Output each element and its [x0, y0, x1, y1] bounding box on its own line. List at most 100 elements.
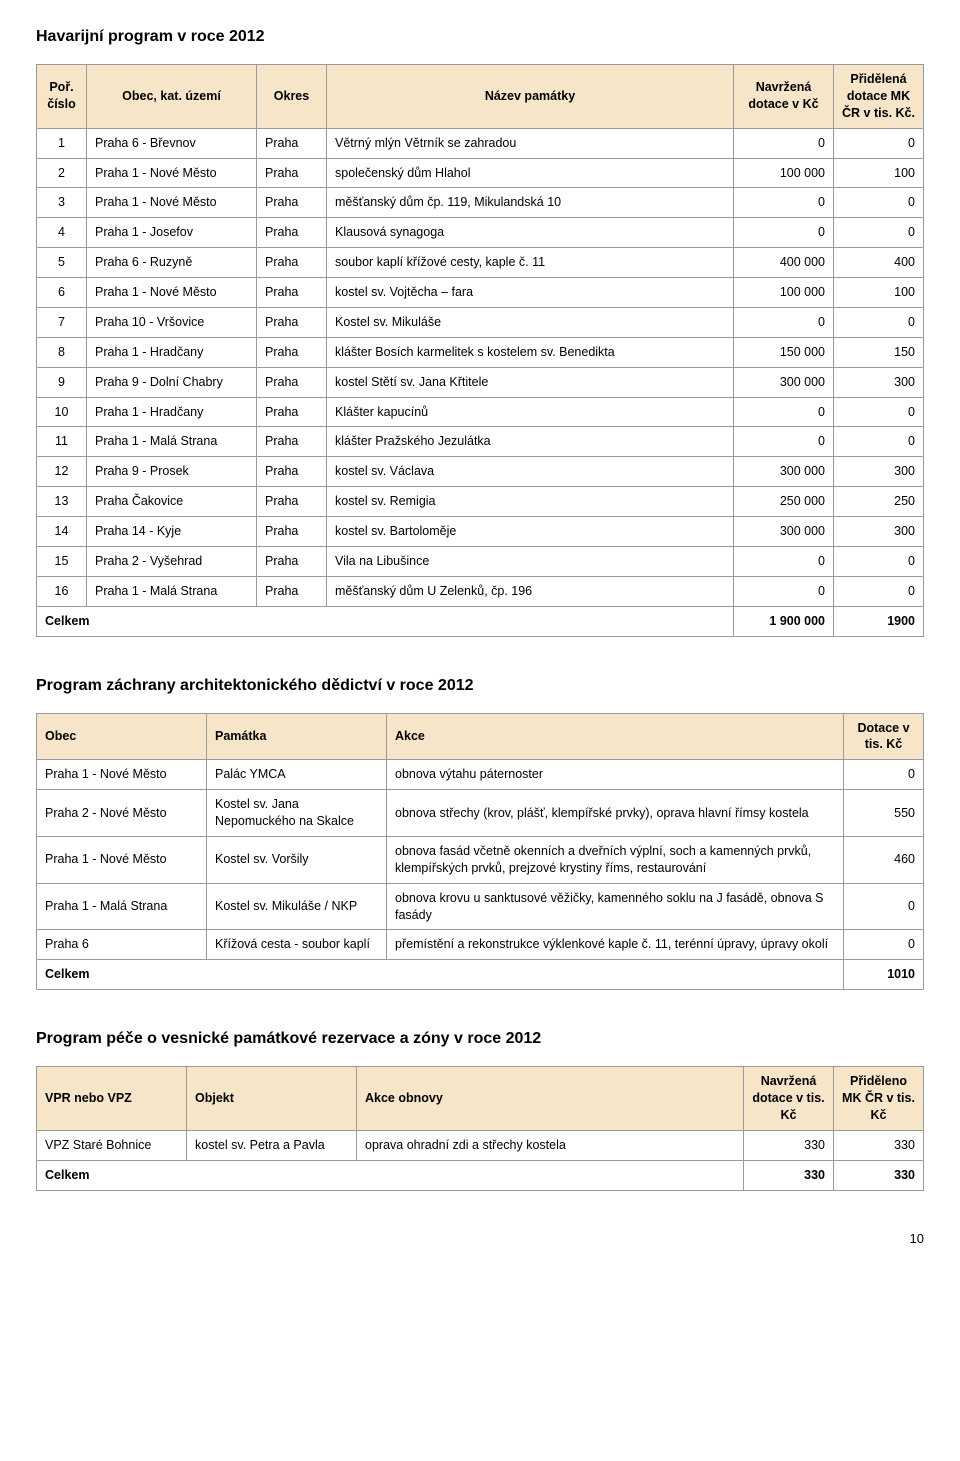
section1-table: Poř. číslo Obec, kat. území Okres Název … [36, 64, 924, 637]
table-row: Praha 6Křížová cesta - soubor kaplípřemí… [37, 930, 924, 960]
s2-cell-akce: obnova střechy (krov, plášť, klempířské … [387, 790, 844, 837]
s2-cell-pam: Kostel sv. Mikuláše / NKP [207, 883, 387, 930]
s1-total-label: Celkem [37, 606, 734, 636]
s1-cell-okres: Praha [257, 457, 327, 487]
s1-cell-num: 1 [37, 128, 87, 158]
s2-cell-obec: Praha 1 - Nové Město [37, 836, 207, 883]
s2-cell-obec: Praha 1 - Malá Strana [37, 883, 207, 930]
s1-h2: Okres [257, 65, 327, 129]
s1-cell-nav: 0 [734, 188, 834, 218]
table-row: 15Praha 2 - VyšehradPrahaVila na Libušin… [37, 546, 924, 576]
s2-cell-obec: Praha 6 [37, 930, 207, 960]
s3-cell-prid: 330 [834, 1130, 924, 1160]
s3-cell-nav: 330 [744, 1130, 834, 1160]
s1-cell-nav: 300 000 [734, 517, 834, 547]
s1-cell-num: 9 [37, 367, 87, 397]
s1-cell-nazev: kostel sv. Remigia [327, 487, 734, 517]
table-row: Praha 1 - Nové MěstoKostel sv. Voršilyob… [37, 836, 924, 883]
s1-cell-prid: 0 [834, 546, 924, 576]
table-row: 11Praha 1 - Malá StranaPrahaklášter Praž… [37, 427, 924, 457]
section1-title: Havarijní program v roce 2012 [36, 28, 924, 46]
s1-cell-prid: 150 [834, 337, 924, 367]
table-row: 12Praha 9 - ProsekPrahakostel sv. Václav… [37, 457, 924, 487]
table-row: 6Praha 1 - Nové MěstoPrahakostel sv. Voj… [37, 278, 924, 308]
s3-h0: VPR nebo VPZ [37, 1067, 187, 1131]
s1-cell-prid: 300 [834, 457, 924, 487]
s1-cell-nav: 0 [734, 307, 834, 337]
s1-cell-okres: Praha [257, 307, 327, 337]
s1-cell-nav: 400 000 [734, 248, 834, 278]
s1-cell-nav: 0 [734, 546, 834, 576]
s1-cell-obec: Praha 9 - Prosek [87, 457, 257, 487]
table-row: Praha 1 - Nové MěstoPalác YMCAobnova výt… [37, 760, 924, 790]
table-row: 4Praha 1 - JosefovPrahaKlausová synagoga… [37, 218, 924, 248]
s2-cell-dot: 0 [844, 883, 924, 930]
s1-cell-prid: 250 [834, 487, 924, 517]
s3-cell-obj: kostel sv. Petra a Pavla [187, 1130, 357, 1160]
s1-cell-obec: Praha 1 - Nové Město [87, 188, 257, 218]
s1-cell-num: 6 [37, 278, 87, 308]
s1-cell-nazev: kostel sv. Bartoloměje [327, 517, 734, 547]
s1-cell-num: 3 [37, 188, 87, 218]
s1-cell-prid: 300 [834, 517, 924, 547]
s1-cell-okres: Praha [257, 248, 327, 278]
s1-cell-nav: 0 [734, 218, 834, 248]
s3-cell-vpr: VPZ Staré Bohnice [37, 1130, 187, 1160]
s1-cell-okres: Praha [257, 367, 327, 397]
s1-cell-obec: Praha 10 - Vršovice [87, 307, 257, 337]
s2-h2: Akce [387, 713, 844, 760]
s3-h3: Navržená dotace v tis. Kč [744, 1067, 834, 1131]
s2-cell-obec: Praha 2 - Nové Město [37, 790, 207, 837]
s1-cell-num: 12 [37, 457, 87, 487]
s1-cell-nav: 300 000 [734, 457, 834, 487]
table-total-row: Celkem1 900 0001900 [37, 606, 924, 636]
s1-cell-obec: Praha Čakovice [87, 487, 257, 517]
table-total-row: Celkem330330 [37, 1160, 924, 1190]
s1-h5: Přidělená dotace MK ČR v tis. Kč. [834, 65, 924, 129]
s2-cell-dot: 460 [844, 836, 924, 883]
s2-h0: Obec [37, 713, 207, 760]
s2-cell-pam: Kostel sv. Jana Nepomuckého na Skalce [207, 790, 387, 837]
s1-cell-okres: Praha [257, 427, 327, 457]
s1-cell-nazev: měšťanský dům U Zelenků, čp. 196 [327, 576, 734, 606]
section3-table: VPR nebo VPZ Objekt Akce obnovy Navržená… [36, 1066, 924, 1190]
table-total-row: Celkem1010 [37, 960, 924, 990]
s1-cell-nav: 0 [734, 128, 834, 158]
s1-h3: Název památky [327, 65, 734, 129]
s1-cell-nazev: kostel sv. Václava [327, 457, 734, 487]
s1-cell-nav: 300 000 [734, 367, 834, 397]
s1-cell-obec: Praha 6 - Břevnov [87, 128, 257, 158]
s1-cell-nazev: soubor kaplí křížové cesty, kaple č. 11 [327, 248, 734, 278]
s1-cell-num: 5 [37, 248, 87, 278]
section2-title: Program záchrany architektonického dědic… [36, 677, 924, 695]
s1-cell-obec: Praha 14 - Kyje [87, 517, 257, 547]
s1-cell-nazev: Klausová synagoga [327, 218, 734, 248]
s2-h3: Dotace v tis. Kč [844, 713, 924, 760]
s1-cell-okres: Praha [257, 128, 327, 158]
table-row: Praha 1 - Malá StranaKostel sv. Mikuláše… [37, 883, 924, 930]
s1-cell-num: 2 [37, 158, 87, 188]
s1-cell-prid: 100 [834, 278, 924, 308]
s1-cell-prid: 400 [834, 248, 924, 278]
s1-cell-obec: Praha 1 - Hradčany [87, 337, 257, 367]
s1-total-prid: 1900 [834, 606, 924, 636]
table-row: 13Praha ČakovicePrahakostel sv. Remigia2… [37, 487, 924, 517]
s2-cell-obec: Praha 1 - Nové Město [37, 760, 207, 790]
section3-title: Program péče o vesnické památkové rezerv… [36, 1030, 924, 1048]
s1-cell-prid: 0 [834, 188, 924, 218]
s1-cell-prid: 0 [834, 397, 924, 427]
table-row: 8Praha 1 - HradčanyPrahaklášter Bosích k… [37, 337, 924, 367]
s1-cell-obec: Praha 9 - Dolní Chabry [87, 367, 257, 397]
s1-cell-obec: Praha 1 - Malá Strana [87, 576, 257, 606]
s2-cell-akce: obnova fasád včetně okenních a dveřních … [387, 836, 844, 883]
s1-cell-obec: Praha 1 - Josefov [87, 218, 257, 248]
s1-cell-nazev: Kostel sv. Mikuláše [327, 307, 734, 337]
s1-cell-prid: 100 [834, 158, 924, 188]
s1-cell-okres: Praha [257, 188, 327, 218]
s1-cell-nazev: měšťanský dům čp. 119, Mikulandská 10 [327, 188, 734, 218]
s1-cell-prid: 0 [834, 576, 924, 606]
table-row: 2Praha 1 - Nové MěstoPrahaspolečenský dů… [37, 158, 924, 188]
s2-cell-pam: Křížová cesta - soubor kaplí [207, 930, 387, 960]
table-row: 10Praha 1 - HradčanyPrahaKlášter kapucín… [37, 397, 924, 427]
s1-cell-okres: Praha [257, 337, 327, 367]
